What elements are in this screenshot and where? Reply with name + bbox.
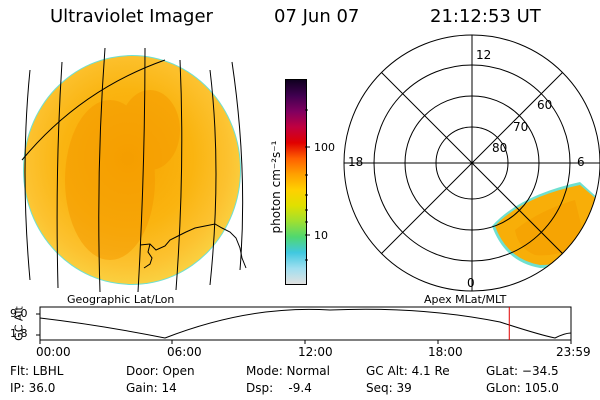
colorbar-tick-10: 10	[314, 229, 328, 242]
mlt-label-12: 12	[476, 48, 492, 62]
observation-time: 21:12:53 UT	[430, 6, 541, 27]
right-panel-label: Apex MLat/MLT	[424, 293, 507, 306]
mlat-label-80: 80	[492, 141, 508, 155]
altitude-ytick-9: 9.0	[10, 307, 28, 320]
altitude-ylabel: GC Alt	[12, 306, 26, 341]
colorbar	[285, 79, 307, 285]
altitude-xtick-1: 06:00	[167, 345, 202, 359]
info-glon: GLon: 105.0	[486, 381, 559, 395]
info-seq: Seq: 39	[366, 381, 412, 395]
coastline	[139, 223, 247, 269]
mlt-label-0: 0	[467, 276, 475, 290]
altitude-xtick-4: 23:59	[556, 345, 591, 359]
info-door: Door: Open	[126, 364, 195, 378]
info-glat: GLat: −34.5	[486, 364, 559, 378]
altitude-xtick-2: 12:00	[298, 345, 333, 359]
colorbar-tick-100: 100	[314, 141, 335, 154]
mlat-label-60: 60	[537, 98, 553, 112]
mlt-label-6: 6	[577, 155, 585, 169]
info-flt: Flt: LBHL	[10, 364, 64, 378]
instrument-title: Ultraviolet Imager	[50, 6, 213, 27]
altitude-xtick-0: 00:00	[36, 345, 71, 359]
mlat-label-70: 70	[513, 120, 529, 134]
info-gain: Gain: 14	[126, 381, 177, 395]
info-ip: IP: 36.0	[10, 381, 56, 395]
altitude-xtick-3: 18:00	[428, 345, 463, 359]
altitude-curve	[39, 308, 572, 339]
info-gc-alt: GC Alt: 4.1 Re	[366, 364, 450, 378]
observation-date: 07 Jun 07	[274, 6, 360, 27]
info-dsp: Dsp: -9.4	[246, 381, 312, 395]
mlt-label-18: 18	[348, 155, 364, 169]
left-panel-label: Geographic Lat/Lon	[67, 293, 175, 306]
latitude-line	[21, 59, 166, 161]
info-mode: Mode: Normal	[246, 364, 330, 378]
altitude-ytick-1.8: 1.8	[10, 327, 28, 340]
longitude-lines	[24, 47, 244, 293]
